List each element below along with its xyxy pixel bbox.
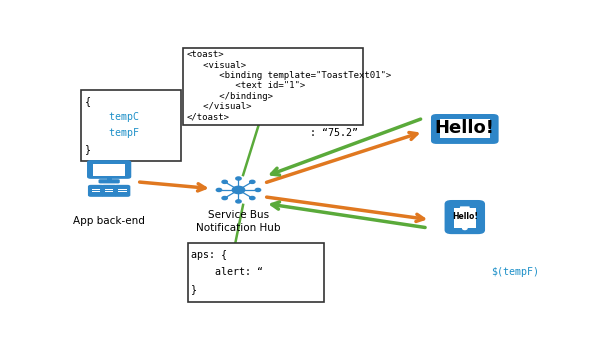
FancyBboxPatch shape [114, 185, 131, 197]
Text: : “24.0”,: : “24.0”, [309, 112, 364, 122]
Text: aps: {: aps: { [191, 250, 227, 260]
FancyBboxPatch shape [188, 243, 324, 302]
Text: {: { [85, 96, 91, 106]
FancyBboxPatch shape [118, 191, 126, 192]
FancyBboxPatch shape [105, 189, 113, 190]
Text: <binding template="ToastText01">: <binding template="ToastText01"> [187, 71, 391, 80]
Circle shape [222, 180, 227, 183]
Text: </visual>: </visual> [187, 102, 252, 111]
Text: <visual>: <visual> [187, 61, 246, 70]
Text: </toast>: </toast> [187, 112, 229, 121]
Text: tempC: tempC [85, 112, 139, 122]
FancyBboxPatch shape [101, 185, 117, 197]
FancyBboxPatch shape [183, 48, 363, 125]
FancyBboxPatch shape [88, 185, 104, 197]
FancyBboxPatch shape [94, 163, 125, 176]
Text: Service Bus
Notification Hub: Service Bus Notification Hub [196, 210, 281, 233]
Text: Hello!: Hello! [452, 212, 478, 221]
Circle shape [250, 196, 255, 200]
Circle shape [236, 200, 241, 203]
Text: <text id="1">: <text id="1"> [187, 81, 305, 90]
Text: tempF: tempF [85, 128, 139, 138]
FancyBboxPatch shape [431, 114, 499, 144]
Circle shape [255, 188, 260, 191]
FancyBboxPatch shape [107, 176, 111, 181]
FancyBboxPatch shape [460, 206, 470, 208]
FancyBboxPatch shape [92, 191, 100, 192]
Text: alert: “: alert: “ [191, 267, 263, 277]
Circle shape [236, 177, 241, 180]
Text: <toast>: <toast> [187, 50, 224, 59]
Text: Hello!: Hello! [435, 119, 495, 137]
Circle shape [232, 186, 245, 194]
Text: }: } [191, 284, 197, 294]
FancyBboxPatch shape [82, 90, 181, 162]
FancyBboxPatch shape [440, 119, 490, 138]
FancyBboxPatch shape [454, 208, 476, 228]
Text: </binding>: </binding> [187, 92, 273, 101]
Text: : “75.2”: : “75.2” [309, 128, 358, 138]
Text: App back-end: App back-end [73, 216, 145, 226]
Circle shape [462, 227, 467, 230]
FancyBboxPatch shape [98, 179, 120, 183]
Circle shape [222, 196, 227, 200]
Text: $(tempF): $(tempF) [491, 267, 539, 277]
Circle shape [250, 180, 255, 183]
FancyBboxPatch shape [87, 160, 131, 179]
FancyBboxPatch shape [118, 189, 126, 190]
Circle shape [216, 188, 222, 191]
Text: }: } [85, 144, 91, 154]
FancyBboxPatch shape [92, 189, 100, 190]
FancyBboxPatch shape [105, 191, 113, 192]
FancyBboxPatch shape [445, 200, 485, 234]
